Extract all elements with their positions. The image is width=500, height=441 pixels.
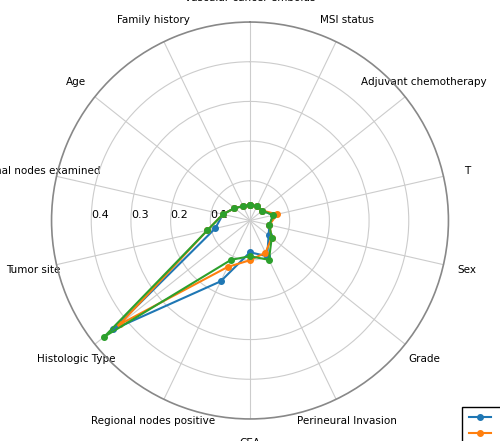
5-year: [247, 202, 253, 207]
3-year: [262, 250, 268, 255]
3-year: [232, 206, 237, 211]
5-year: [204, 228, 210, 233]
1-year: [270, 213, 276, 218]
3-year: [204, 228, 210, 233]
1-year: [247, 202, 253, 207]
3-year: [220, 212, 226, 217]
5-year: [266, 222, 272, 228]
1-year: [266, 233, 272, 238]
5-year: [220, 212, 226, 217]
5-year: [101, 334, 107, 340]
3-year: [224, 264, 230, 269]
Line: 3-year: 3-year: [117, 202, 280, 327]
5-year: [232, 206, 237, 211]
3-year: [247, 258, 253, 263]
1-year: [110, 327, 116, 332]
1-year: [218, 279, 224, 284]
3-year: [260, 208, 266, 213]
1-year: [254, 204, 260, 209]
1-year: [220, 212, 226, 217]
5-year: [254, 204, 260, 209]
1-year: [260, 208, 266, 213]
5-year: [247, 254, 253, 259]
3-year: [266, 222, 272, 228]
3-year: [240, 204, 246, 209]
5-year: [266, 257, 272, 262]
1-year: [212, 226, 218, 231]
3-year: [254, 204, 260, 209]
Line: 5-year: 5-year: [102, 202, 276, 340]
1-year: [240, 204, 246, 209]
5-year: [268, 235, 274, 240]
1-year: [264, 254, 270, 259]
1-year: [247, 202, 253, 207]
Line: 1-year: 1-year: [110, 202, 276, 332]
3-year: [116, 322, 122, 327]
5-year: [228, 257, 234, 262]
1-year: [232, 206, 237, 211]
3-year: [268, 235, 274, 240]
3-year: [247, 202, 253, 207]
3-year: [274, 212, 280, 217]
Legend: 1-year, 3-year, 5-year: 1-year, 3-year, 5-year: [462, 407, 500, 441]
5-year: [270, 213, 276, 218]
5-year: [240, 204, 246, 209]
5-year: [247, 202, 253, 207]
1-year: [247, 250, 253, 255]
5-year: [260, 208, 266, 213]
1-year: [266, 222, 272, 228]
3-year: [247, 202, 253, 207]
